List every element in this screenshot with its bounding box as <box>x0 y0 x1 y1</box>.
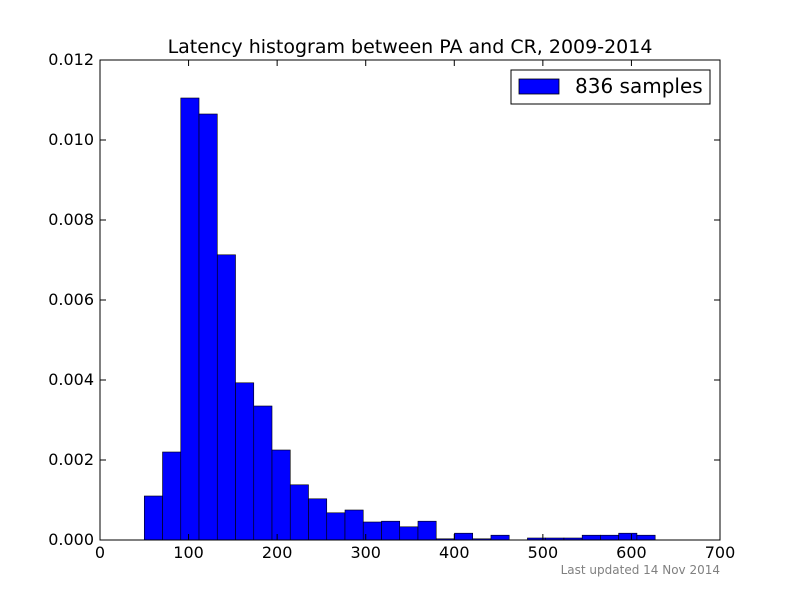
x-tick-label: 300 <box>350 543 381 562</box>
histogram-bar <box>271 449 291 541</box>
last-updated-note: Last updated 14 Nov 2014 <box>561 563 720 577</box>
histogram-bar <box>581 534 601 541</box>
histogram-bar <box>162 451 182 541</box>
histogram-bar <box>308 498 328 541</box>
histogram-bar <box>289 484 309 541</box>
y-tick-label: 0.004 <box>48 370 94 389</box>
histogram-bar <box>344 509 364 541</box>
x-tick-label: 700 <box>705 543 736 562</box>
histogram-bar <box>399 526 419 541</box>
x-tick-label: 500 <box>528 543 559 562</box>
y-tick-label: 0.006 <box>48 290 94 309</box>
histogram-bar <box>253 405 273 541</box>
x-tick-label: 100 <box>173 543 204 562</box>
x-tick-label: 600 <box>616 543 647 562</box>
histogram-bar <box>636 534 656 541</box>
x-tick-label: 200 <box>262 543 293 562</box>
histogram-bar <box>235 382 255 541</box>
axis-ticks: 0 100 200 300 400 500 600 700 0.000 0.002 0.004 0.0… <box>48 50 735 562</box>
y-tick-label: 0.010 <box>48 130 94 149</box>
histogram-bar <box>454 532 474 541</box>
histogram-bar <box>417 520 437 541</box>
histogram-bar <box>618 532 638 541</box>
histogram-bar <box>198 113 218 541</box>
legend: 836 samples <box>510 69 711 105</box>
x-tick-label: 0 <box>95 543 105 562</box>
histogram-bar <box>600 534 619 541</box>
y-tick-label: 0.012 <box>48 50 94 69</box>
bars-group <box>143 97 656 541</box>
histogram-bar <box>326 512 346 541</box>
histogram-bar <box>381 520 401 541</box>
y-tick-label: 0.002 <box>48 450 94 469</box>
histogram-bar <box>143 495 163 541</box>
legend-swatch <box>518 78 560 95</box>
y-tick-label: 0.000 <box>48 530 94 549</box>
x-tick-label: 400 <box>439 543 470 562</box>
histogram-bar <box>216 254 236 541</box>
chart-title: Latency histogram between PA and CR, 200… <box>168 36 653 58</box>
histogram-bar <box>180 97 200 541</box>
y-tick-label: 0.008 <box>48 210 94 229</box>
histogram-bar <box>490 534 510 541</box>
legend-label: 836 samples <box>575 74 703 98</box>
